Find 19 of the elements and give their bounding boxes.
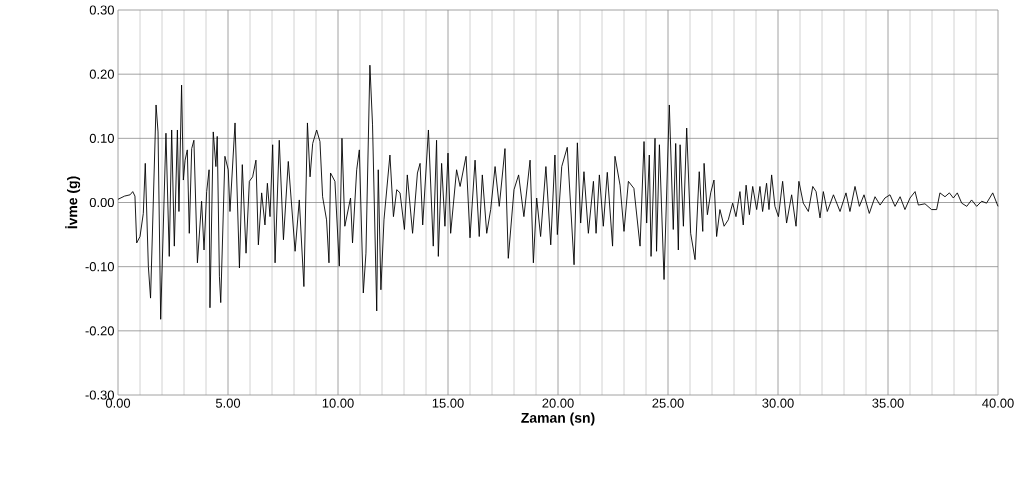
x-axis-title: Zaman (sn) (521, 412, 595, 426)
x-tick-label: 40.00 (982, 398, 1014, 408)
y-axis-title: İvme (g) (65, 176, 81, 229)
y-tick-label: 0.00 (89, 197, 114, 208)
y-tick-label: -0.30 (85, 390, 114, 400)
x-tick-label: 20.00 (542, 398, 574, 408)
x-tick-label: 10.00 (322, 398, 354, 408)
line-series (117, 64, 999, 320)
y-tick-label: 0.20 (89, 69, 114, 79)
x-tick-label: 15.00 (432, 398, 464, 408)
x-tick-label: 25.00 (652, 398, 684, 408)
y-tick-label: 0.10 (89, 133, 114, 143)
y-tick-label: -0.10 (85, 262, 114, 272)
x-tick-label: 5.00 (215, 398, 241, 408)
x-tick-label: 35.00 (872, 398, 904, 408)
x-tick-label: 0.00 (105, 398, 131, 408)
y-tick-label: 0.30 (89, 5, 114, 15)
x-tick-label: 30.00 (762, 398, 794, 408)
y-tick-label: -0.20 (85, 326, 114, 336)
